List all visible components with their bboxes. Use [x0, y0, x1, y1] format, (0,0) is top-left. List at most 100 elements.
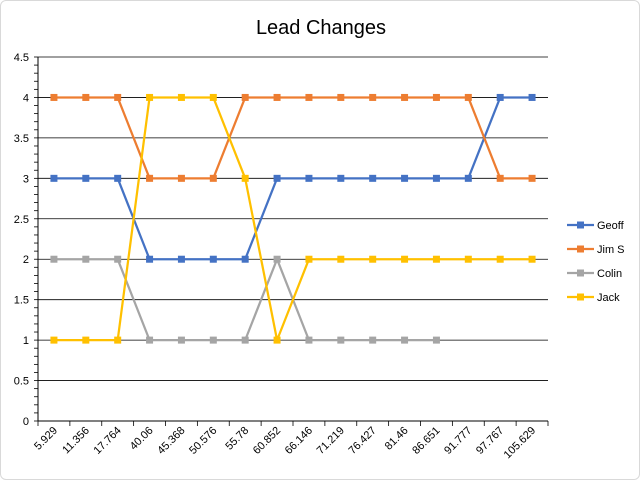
data-point-marker — [50, 255, 58, 263]
legend-label: Colin — [597, 268, 622, 280]
series-jack — [50, 93, 536, 344]
data-point-marker — [177, 336, 185, 344]
data-point-marker — [369, 336, 377, 344]
y-tick-label: 3.5 — [14, 133, 29, 145]
data-point-marker — [209, 336, 217, 344]
x-tick-label: 17.764 — [92, 425, 124, 457]
series-group — [50, 93, 536, 344]
data-point-marker — [305, 93, 313, 101]
data-point-marker — [241, 255, 249, 263]
data-point-marker — [241, 174, 249, 182]
data-point-marker — [82, 255, 90, 263]
data-point-marker — [177, 255, 185, 263]
data-point-marker — [82, 174, 90, 182]
data-point-marker — [114, 255, 122, 263]
data-point-marker — [401, 93, 409, 101]
data-point-marker — [177, 174, 185, 182]
legend-marker — [577, 293, 584, 301]
data-point-marker — [50, 93, 58, 101]
data-point-marker — [337, 255, 345, 263]
x-tick-label: 76.427 — [347, 425, 379, 457]
data-point-marker — [114, 174, 122, 182]
data-point-marker — [401, 336, 409, 344]
data-point-marker — [114, 93, 122, 101]
x-tick-label: 50.576 — [187, 425, 219, 457]
data-point-marker — [401, 174, 409, 182]
x-tick-label: 81.46 — [383, 425, 411, 453]
data-point-marker — [273, 255, 281, 263]
x-tick-label: 60.852 — [251, 425, 283, 457]
data-point-marker — [528, 174, 536, 182]
data-point-marker — [209, 174, 217, 182]
data-point-marker — [273, 174, 281, 182]
legend-item-jack: Jack — [567, 292, 620, 304]
data-point-marker — [528, 255, 536, 263]
data-point-marker — [146, 336, 154, 344]
data-point-marker — [177, 93, 185, 101]
data-point-marker — [305, 174, 313, 182]
series-colin — [50, 255, 440, 344]
y-tick-label: 1 — [23, 335, 29, 347]
x-tick-label: 40.06 — [128, 425, 156, 453]
data-point-marker — [496, 93, 504, 101]
series-jim-s — [50, 93, 536, 182]
data-point-marker — [305, 336, 313, 344]
data-point-marker — [496, 255, 504, 263]
legend: Geoff Jim S Colin Jack — [567, 220, 625, 304]
data-point-marker — [114, 336, 122, 344]
legend-label: Geoff — [597, 220, 625, 232]
data-point-marker — [146, 93, 154, 101]
legend-item-jim-s: Jim S — [567, 244, 625, 256]
y-tick-label: 0 — [23, 416, 29, 428]
x-tick-label: 5.929 — [32, 425, 60, 453]
legend-marker — [577, 221, 584, 229]
y-tick-label: 2 — [23, 254, 29, 266]
y-tick-label: 1.5 — [14, 295, 29, 307]
data-point-marker — [432, 255, 440, 263]
chart-title: Lead Changes — [256, 17, 386, 39]
data-point-marker — [273, 93, 281, 101]
legend-item-colin: Colin — [567, 268, 622, 280]
x-tick-label: 86.651 — [410, 425, 442, 457]
data-point-marker — [496, 174, 504, 182]
y-tick-label: 3 — [23, 173, 29, 185]
series-line — [53, 96, 533, 180]
data-point-marker — [50, 174, 58, 182]
x-tick-label: 45.368 — [155, 425, 187, 457]
legend-label: Jack — [597, 292, 620, 304]
y-tick-label: 0.5 — [14, 376, 29, 388]
data-point-marker — [146, 255, 154, 263]
data-point-marker — [337, 174, 345, 182]
data-point-marker — [50, 336, 58, 344]
data-point-marker — [82, 336, 90, 344]
data-point-marker — [528, 93, 536, 101]
legend-marker — [577, 245, 584, 253]
data-point-marker — [464, 174, 472, 182]
x-tick-label: 66.146 — [283, 425, 315, 457]
data-point-marker — [241, 93, 249, 101]
legend-label: Jim S — [597, 244, 625, 256]
data-point-marker — [464, 93, 472, 101]
data-point-marker — [401, 255, 409, 263]
data-point-marker — [369, 174, 377, 182]
data-point-marker — [432, 93, 440, 101]
data-point-marker — [82, 93, 90, 101]
data-point-marker — [432, 174, 440, 182]
data-point-marker — [337, 93, 345, 101]
x-tick-label: 11.356 — [60, 425, 92, 457]
data-point-marker — [432, 336, 440, 344]
y-tick-label: 4 — [23, 92, 29, 104]
x-tick-label: 105.629 — [502, 425, 539, 462]
data-point-marker — [241, 336, 249, 344]
x-tick-label: 91.777 — [442, 425, 474, 457]
data-point-marker — [464, 255, 472, 263]
data-point-marker — [337, 336, 345, 344]
series-line — [53, 96, 533, 342]
data-point-marker — [209, 255, 217, 263]
data-point-marker — [146, 174, 154, 182]
data-point-marker — [369, 93, 377, 101]
data-point-marker — [369, 255, 377, 263]
legend-marker — [577, 269, 584, 277]
